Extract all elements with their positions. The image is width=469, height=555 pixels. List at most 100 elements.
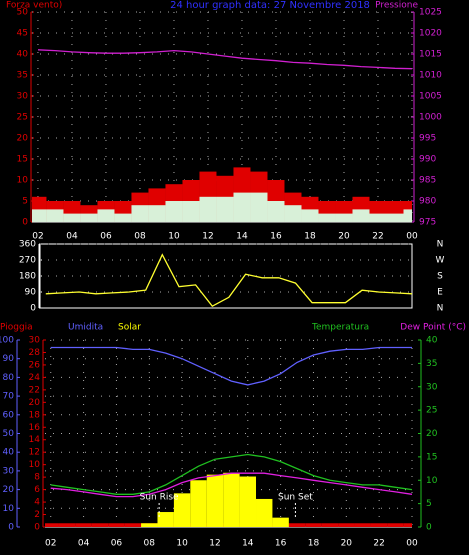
y-tick-label: 10	[3, 504, 15, 514]
y-tick-label: 26	[29, 360, 41, 370]
bar	[272, 517, 289, 527]
bar	[58, 523, 76, 527]
bar	[165, 201, 183, 222]
bar	[46, 209, 64, 222]
y-tick-label: 40	[3, 448, 15, 458]
y-tick-label: 35	[17, 71, 28, 81]
x-tick-label: 08	[134, 232, 146, 242]
bar	[173, 493, 191, 527]
x-tick-label: 12	[202, 232, 213, 242]
y-tick-label: 30	[3, 466, 15, 476]
bar	[233, 192, 251, 222]
y2-tick-label: 35	[426, 359, 437, 369]
series-line	[50, 453, 413, 495]
y-tick-label: 0	[34, 523, 40, 533]
y-tick-label: 24	[29, 373, 41, 383]
x-tick-label: 08	[144, 539, 156, 549]
y-tick-label: 5	[22, 197, 28, 207]
y2-tick-label: 15	[426, 452, 437, 462]
y-tick-label: 20	[29, 398, 41, 408]
y-tick-label: 0	[8, 523, 14, 533]
direction-label: W	[436, 256, 445, 266]
y-tick-label: 14	[29, 435, 41, 445]
legend-label: Forza vento)	[6, 1, 62, 11]
y2-tick-label: 1015	[419, 50, 442, 60]
y-tick-label: 6	[34, 485, 40, 495]
x-tick-label: 00	[406, 539, 418, 549]
y-tick-label: 22	[29, 385, 40, 395]
bar	[338, 523, 355, 527]
y-tick-label: 360	[19, 240, 36, 250]
x-tick-label: 02	[32, 232, 43, 242]
legend-label: Dew Point (°C)	[400, 323, 466, 333]
y2-tick-label: 30	[426, 382, 438, 392]
bar	[148, 205, 166, 222]
y2-tick-label: 10	[426, 476, 438, 486]
bar	[239, 476, 257, 527]
y-tick-label: 80	[3, 373, 15, 383]
y-tick-label: 100	[0, 336, 14, 346]
y-tick-label: 50	[17, 8, 29, 18]
x-tick-label: 04	[78, 539, 90, 549]
bar	[45, 523, 59, 527]
y2-tick-label: 1005	[419, 92, 442, 102]
bar	[157, 512, 174, 527]
bar	[199, 196, 217, 222]
x-tick-label: 20	[341, 539, 353, 549]
x-tick-label: 06	[100, 232, 112, 242]
bar	[141, 523, 158, 527]
annotation: Sun Rise	[140, 493, 179, 503]
x-tick-label: 06	[111, 539, 123, 549]
bar	[63, 213, 81, 222]
bar	[190, 480, 207, 527]
bar	[369, 213, 387, 222]
x-tick-label: 20	[338, 232, 350, 242]
bar	[284, 205, 302, 222]
y-tick-label: 10	[29, 460, 41, 470]
y2-tick-label: 1010	[419, 71, 442, 81]
bar	[387, 523, 404, 527]
x-tick-label: 18	[304, 232, 316, 242]
y-tick-label: 25	[17, 113, 28, 123]
bar	[352, 209, 370, 222]
bar	[91, 523, 109, 527]
x-tick-label: 10	[168, 232, 180, 242]
x-tick-label: 22	[373, 539, 384, 549]
bar	[131, 205, 149, 222]
bar	[386, 213, 404, 222]
x-tick-label: 14	[236, 232, 248, 242]
bar	[124, 523, 142, 527]
direction-label: E	[437, 288, 443, 298]
y2-tick-label: 990	[419, 155, 436, 165]
y2-tick-label: 20	[426, 429, 438, 439]
series-line	[45, 253, 413, 308]
y2-tick-label: 1025	[419, 8, 442, 18]
direction-label: N	[437, 304, 444, 314]
y-tick-label: 20	[3, 485, 15, 495]
bar	[305, 523, 322, 527]
bar	[216, 196, 234, 222]
y-tick-label: 90	[3, 354, 15, 364]
bar	[354, 523, 371, 527]
x-tick-label: 04	[66, 232, 78, 242]
x-tick-label: 12	[209, 539, 220, 549]
y2-tick-label: 985	[419, 176, 436, 186]
y2-tick-label: 1020	[419, 29, 442, 39]
y2-tick-label: 1000	[419, 113, 442, 123]
y-tick-label: 45	[17, 29, 28, 39]
x-tick-label: 10	[176, 539, 188, 549]
y2-tick-label: 980	[419, 197, 436, 207]
series-line	[37, 49, 413, 70]
y-tick-label: 12	[29, 448, 40, 458]
y-tick-label: 2	[34, 510, 40, 520]
bar	[403, 523, 412, 527]
bar	[335, 213, 353, 222]
x-tick-label: 16	[275, 539, 287, 549]
legend-label: Pressione	[375, 1, 418, 11]
y2-tick-label: 40	[426, 336, 438, 346]
bar	[97, 209, 115, 222]
bar	[256, 498, 273, 527]
chart-title: 24 hour graph data: 27 Novembre 2018	[170, 0, 370, 11]
y-tick-label: 90	[25, 288, 37, 298]
